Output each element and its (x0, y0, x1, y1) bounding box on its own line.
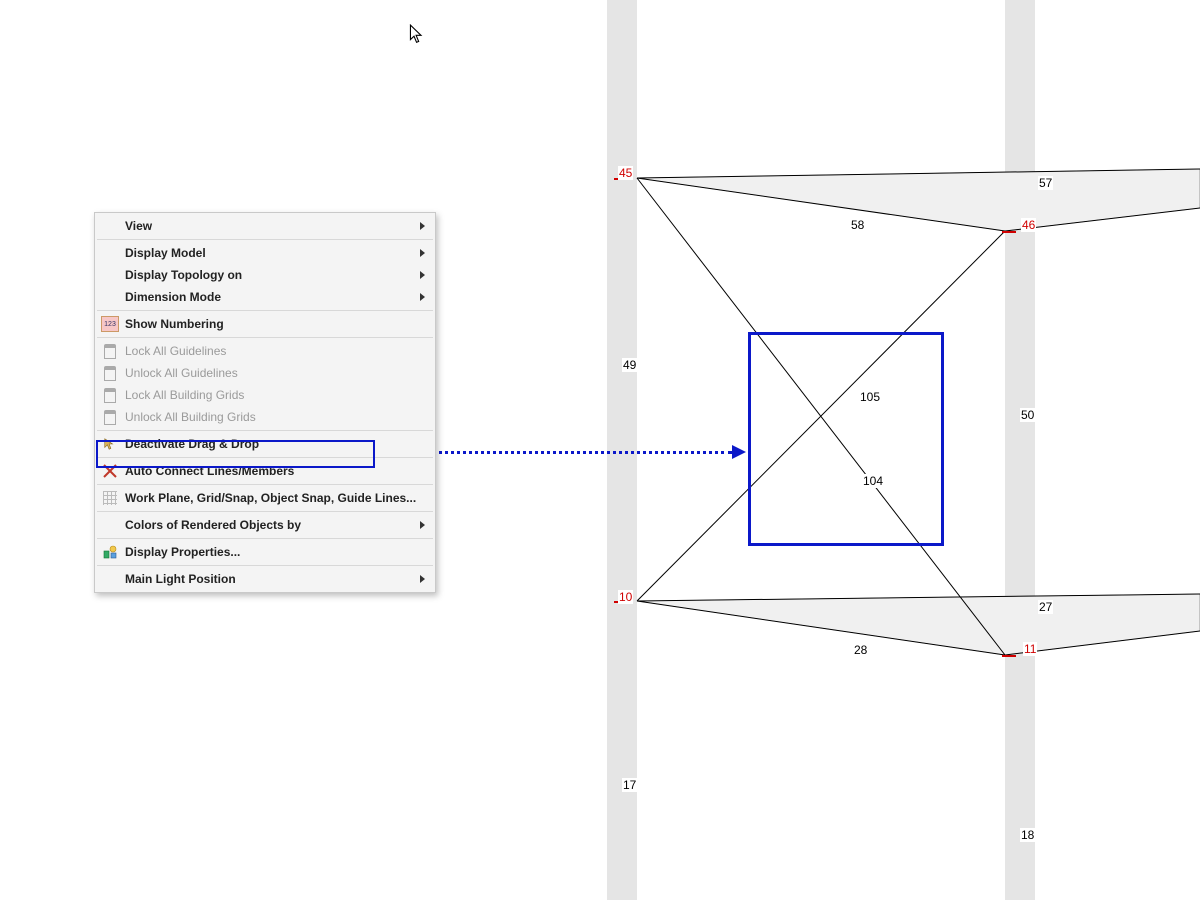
menu-view-label: View (121, 219, 427, 233)
lock-icon (99, 384, 121, 406)
menu-separator (97, 511, 433, 512)
menu-lock-guidelines[interactable]: Lock All Guidelines (95, 340, 435, 362)
menu-unlock-building-grids[interactable]: Unlock All Building Grids (95, 406, 435, 428)
menu-dimension-mode[interactable]: Dimension Mode (95, 286, 435, 308)
menu-separator (97, 538, 433, 539)
member-label-49: 49 (622, 358, 637, 372)
submenu-arrow-icon (420, 249, 425, 257)
node-label-10: 10 (618, 590, 633, 604)
menu-lock-building-grids-label: Lock All Building Grids (121, 388, 427, 402)
menu-display-model-label: Display Model (121, 246, 427, 260)
menu-dimension-mode-label: Dimension Mode (121, 290, 427, 304)
auto-connect-icon (99, 460, 121, 482)
menu-separator (97, 337, 433, 338)
menu-main-light-label: Main Light Position (121, 572, 427, 586)
menu-separator (97, 484, 433, 485)
menu-lock-building-grids[interactable]: Lock All Building Grids (95, 384, 435, 406)
cursor-drag-icon (99, 433, 121, 455)
grid-icon (99, 487, 121, 509)
submenu-arrow-icon (420, 521, 425, 529)
menu-show-numbering-label: Show Numbering (121, 317, 427, 331)
lock-icon (99, 340, 121, 362)
submenu-arrow-icon (420, 271, 425, 279)
menu-display-properties[interactable]: Display Properties... (95, 541, 435, 563)
display-properties-icon (99, 541, 121, 563)
submenu-arrow-icon (420, 222, 425, 230)
menu-colors-by[interactable]: Colors of Rendered Objects by (95, 514, 435, 536)
blank-icon (99, 242, 121, 264)
node-label-45: 45 (618, 166, 633, 180)
menu-display-topology[interactable]: Display Topology on (95, 264, 435, 286)
member-label-57: 57 (1038, 176, 1053, 190)
annotation-target-box (748, 332, 944, 546)
menu-unlock-guidelines[interactable]: Unlock All Guidelines (95, 362, 435, 384)
menu-colors-by-label: Colors of Rendered Objects by (121, 518, 427, 532)
node-tick-46 (1002, 231, 1016, 233)
node-tick-11 (1002, 655, 1016, 657)
member-label-17: 17 (622, 778, 637, 792)
menu-unlock-building-grids-label: Unlock All Building Grids (121, 410, 427, 424)
blank-icon (99, 286, 121, 308)
numbering-icon: 123 (99, 313, 121, 335)
submenu-arrow-icon (420, 575, 425, 583)
menu-display-topology-label: Display Topology on (121, 268, 427, 282)
unlock-icon (99, 406, 121, 428)
menu-unlock-guidelines-label: Unlock All Guidelines (121, 366, 427, 380)
menu-deactivate-drag-drop[interactable]: Deactivate Drag & Drop (95, 433, 435, 455)
blank-icon (99, 514, 121, 536)
menu-separator (97, 565, 433, 566)
menu-auto-connect[interactable]: Auto Connect Lines/Members (95, 460, 435, 482)
menu-main-light[interactable]: Main Light Position (95, 568, 435, 590)
menu-separator (97, 239, 433, 240)
member-label-58: 58 (850, 218, 865, 232)
blank-icon (99, 215, 121, 237)
menu-display-properties-label: Display Properties... (121, 545, 427, 559)
menu-view[interactable]: View (95, 215, 435, 237)
menu-auto-connect-label: Auto Connect Lines/Members (121, 464, 427, 478)
menu-work-plane-label: Work Plane, Grid/Snap, Object Snap, Guid… (121, 491, 427, 505)
member-label-27: 27 (1038, 600, 1053, 614)
unlock-icon (99, 362, 121, 384)
annotation-arrow-head (732, 445, 746, 459)
member-label-18: 18 (1020, 828, 1035, 842)
member-label-50: 50 (1020, 408, 1035, 422)
menu-separator (97, 430, 433, 431)
menu-lock-guidelines-label: Lock All Guidelines (121, 344, 427, 358)
node-label-11: 11 (1023, 642, 1037, 656)
member-label-28: 28 (853, 643, 868, 657)
menu-work-plane[interactable]: Work Plane, Grid/Snap, Object Snap, Guid… (95, 487, 435, 509)
menu-separator (97, 310, 433, 311)
node-label-46: 46 (1021, 218, 1036, 232)
menu-deactivate-drag-drop-label: Deactivate Drag & Drop (121, 437, 427, 451)
submenu-arrow-icon (420, 293, 425, 301)
menu-separator (97, 457, 433, 458)
mouse-cursor-icon (408, 24, 424, 44)
menu-show-numbering[interactable]: 123 Show Numbering (95, 313, 435, 335)
blank-icon (99, 568, 121, 590)
blank-icon (99, 264, 121, 286)
context-menu: View Display Model Display Topology on D… (94, 212, 436, 593)
menu-display-model[interactable]: Display Model (95, 242, 435, 264)
